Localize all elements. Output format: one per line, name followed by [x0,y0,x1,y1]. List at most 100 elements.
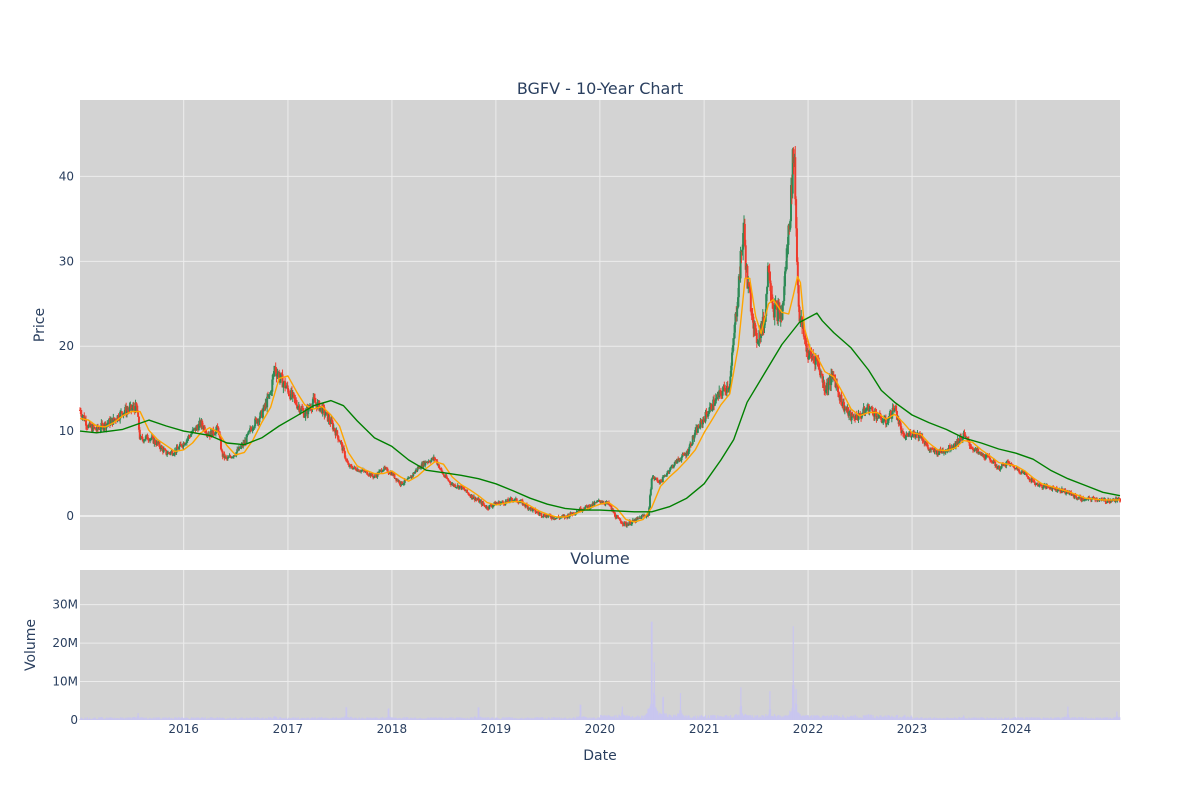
volume-bar [694,715,696,720]
candle-body [891,407,894,416]
candle-body [621,523,624,525]
candle-body [1000,466,1003,469]
volume-bar [911,716,913,720]
volume-bar [346,707,348,720]
volume-bar [588,717,590,720]
candle-body [132,406,135,409]
candle-body [823,381,826,391]
volume-bar [1119,717,1121,720]
volume-bar [143,717,145,720]
candle-body [416,467,419,471]
volume-bar [973,717,975,720]
candle-body [842,402,845,411]
volume-bar [748,715,750,720]
candle-body [478,498,481,503]
candle-body [752,316,755,329]
candle-body [785,248,788,270]
candle-body [346,460,349,463]
candle-body [325,412,328,415]
volume-bar [606,715,608,720]
candle-body [697,426,700,429]
candle-body [732,338,735,346]
volume-bar [555,717,557,720]
candle-body [386,468,389,473]
candle-body [252,428,255,430]
candle-body [906,434,909,436]
candle-body [204,431,207,433]
volume-bar [321,717,323,720]
candle-body [505,501,508,503]
candle-body [191,429,194,433]
candle-body [619,520,622,523]
candle-body [1004,465,1007,467]
candle-body [653,476,656,480]
volume-bar [889,716,891,720]
candle-body [484,505,487,507]
candle-body [236,449,239,453]
candle-body [847,407,850,416]
volume-bar [448,717,450,720]
candle-body [535,512,538,514]
candle-body [973,449,976,452]
candle-body [836,383,839,387]
volume-bar [398,718,400,720]
candle-body [131,408,134,410]
volume-bar [1008,717,1010,720]
candle-body [102,427,105,430]
candle-body [314,402,317,404]
candle-body [802,325,805,337]
candle-body [482,502,485,505]
volume-bar [102,718,104,720]
volume-bar [197,717,200,720]
candle-body [983,454,986,458]
volume-bar [297,717,299,720]
candle-body [1055,487,1058,491]
volume-bar [153,717,155,720]
candle-body [736,307,739,317]
candle-body [977,449,980,453]
candle-body [942,450,945,453]
volume-bar [237,718,239,720]
candle-body [119,411,122,420]
candle-body [818,363,821,370]
candle-body [81,415,84,418]
volume-bar [799,714,801,720]
volume-bar [159,717,161,720]
volume-bar [703,716,705,720]
candle-body [744,245,747,270]
volume-bar [241,717,243,720]
volume-bar [556,717,559,720]
candle-body [897,419,900,425]
moving-average-short-line [79,275,1120,523]
candle-body [246,434,249,436]
volume-bar [643,715,646,720]
candle-body [384,467,387,469]
volume-bar [86,717,89,720]
candle-body [690,444,693,446]
candle-body [799,318,802,322]
candle-body [1051,486,1054,490]
candle-body [284,387,287,389]
candle-body [189,436,192,438]
candle-body [162,448,165,452]
candle-body [770,290,773,295]
candle-body [784,271,787,287]
candle-body [936,450,939,455]
candle-body [513,498,516,501]
candle-body [122,413,125,416]
volume-bar [872,715,874,720]
volume-bar [252,717,254,720]
candle-body [821,374,824,383]
candle-body [235,452,238,456]
volume-bar [333,718,335,720]
candle-body [296,404,299,409]
candle-body [972,448,975,451]
candle-body [1036,483,1039,487]
candle-body [382,469,385,472]
candle-body [827,381,830,390]
candle-body [286,385,289,390]
candle-body [443,474,446,477]
candle-body [687,451,690,455]
volume-bar [584,716,586,720]
x-tick-label: 2022 [793,722,824,736]
